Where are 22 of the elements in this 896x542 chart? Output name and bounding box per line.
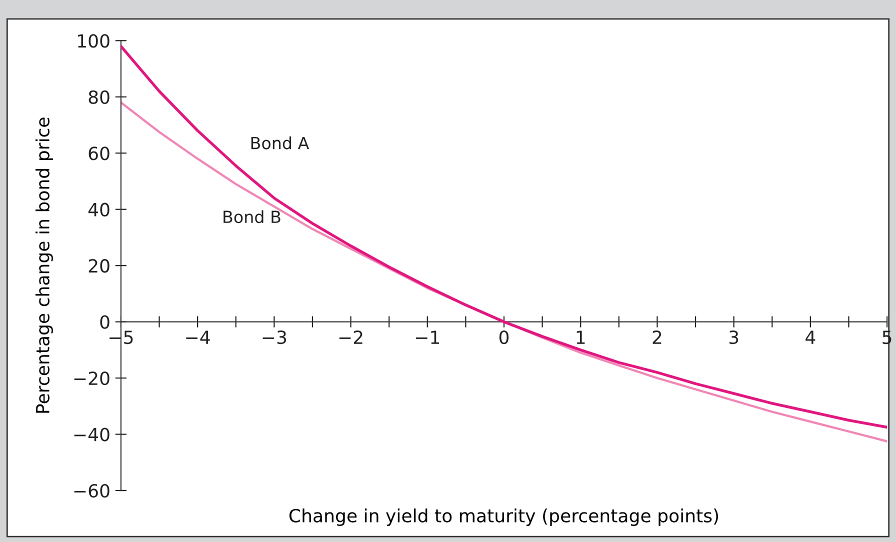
y-tick-label: −20: [74, 372, 110, 386]
x-tick-label: −4: [186, 330, 210, 344]
x-tick-label: −3: [262, 330, 286, 344]
x-tick-label: −1: [416, 330, 440, 344]
series-label: Bond B: [224, 210, 280, 224]
x-tick-label: 3: [729, 330, 738, 344]
x-tick-label: −2: [339, 330, 362, 344]
y-axis-title: Percentage change in bond price: [36, 118, 53, 413]
y-tick-label: −40: [74, 428, 110, 442]
x-tick-label: 2: [652, 330, 662, 344]
y-tick-label: 100: [78, 34, 110, 48]
x-tick-label: 1: [576, 330, 585, 344]
x-tick-label: 4: [806, 330, 816, 344]
y-tick-label: −60: [74, 484, 110, 498]
x-tick-label: 0: [499, 330, 509, 344]
y-tick-label: 0: [100, 315, 110, 329]
x-axis-title: Change in yield to maturity (percentage points): [289, 508, 718, 526]
series-label: Bond A: [251, 136, 310, 150]
y-tick-label: 80: [88, 90, 110, 104]
y-tick-label: 20: [88, 259, 110, 273]
y-tick-label: 40: [88, 202, 110, 216]
y-tick-label: 60: [88, 146, 110, 160]
